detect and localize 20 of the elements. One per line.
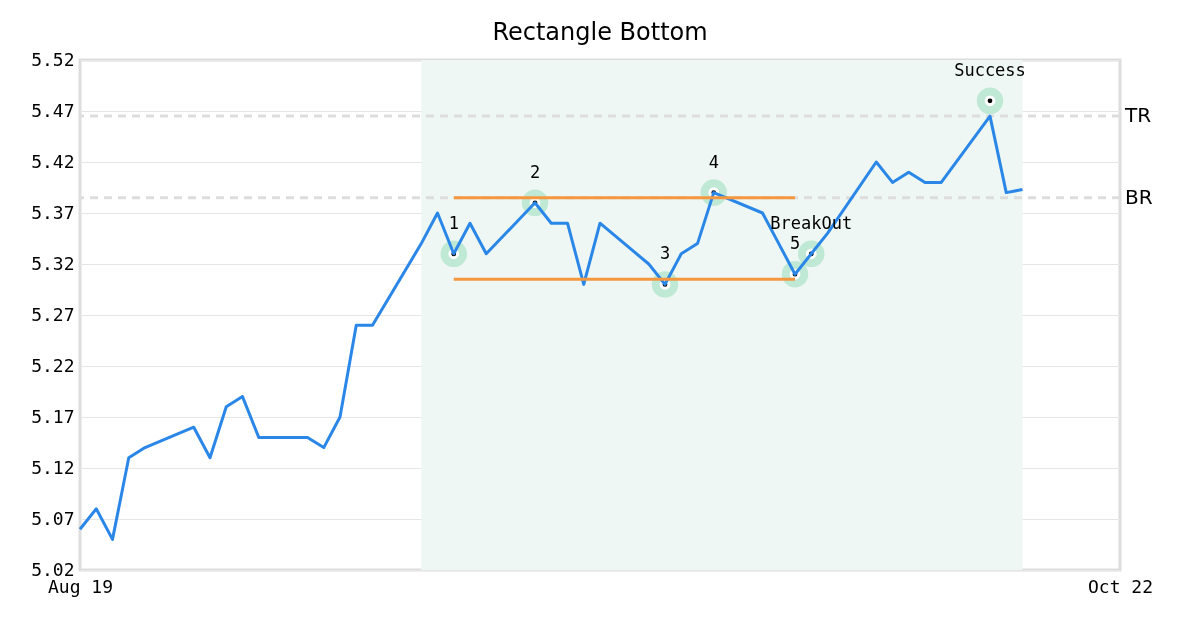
y-tick-label: 5.22 xyxy=(31,354,75,376)
y-tick-label: 5.12 xyxy=(31,456,75,478)
y-tick-label: 5.52 xyxy=(31,48,75,70)
y-tick-label: 5.37 xyxy=(31,201,75,223)
y-tick-label: 5.27 xyxy=(31,303,75,325)
y-tick-label: 5.42 xyxy=(31,150,75,172)
chart-title: Rectangle Bottom xyxy=(492,18,708,46)
x-tick-label: Oct 22 xyxy=(1087,575,1154,597)
annotation: 3 xyxy=(659,243,671,264)
y-tick-label: 5.47 xyxy=(31,99,75,121)
annotation: 1 xyxy=(448,212,459,233)
ref-line-label: BR xyxy=(1125,184,1153,209)
annotation: 2 xyxy=(529,161,541,182)
annotation: 4 xyxy=(708,151,719,172)
annotation: 5 xyxy=(789,233,801,254)
ref-line-label: TR xyxy=(1124,103,1152,128)
y-tick-label: 5.07 xyxy=(31,507,75,529)
y-tick-label: 5.32 xyxy=(31,252,75,274)
annotation: Success xyxy=(954,59,1026,80)
y-tick-label: 5.17 xyxy=(31,405,75,427)
